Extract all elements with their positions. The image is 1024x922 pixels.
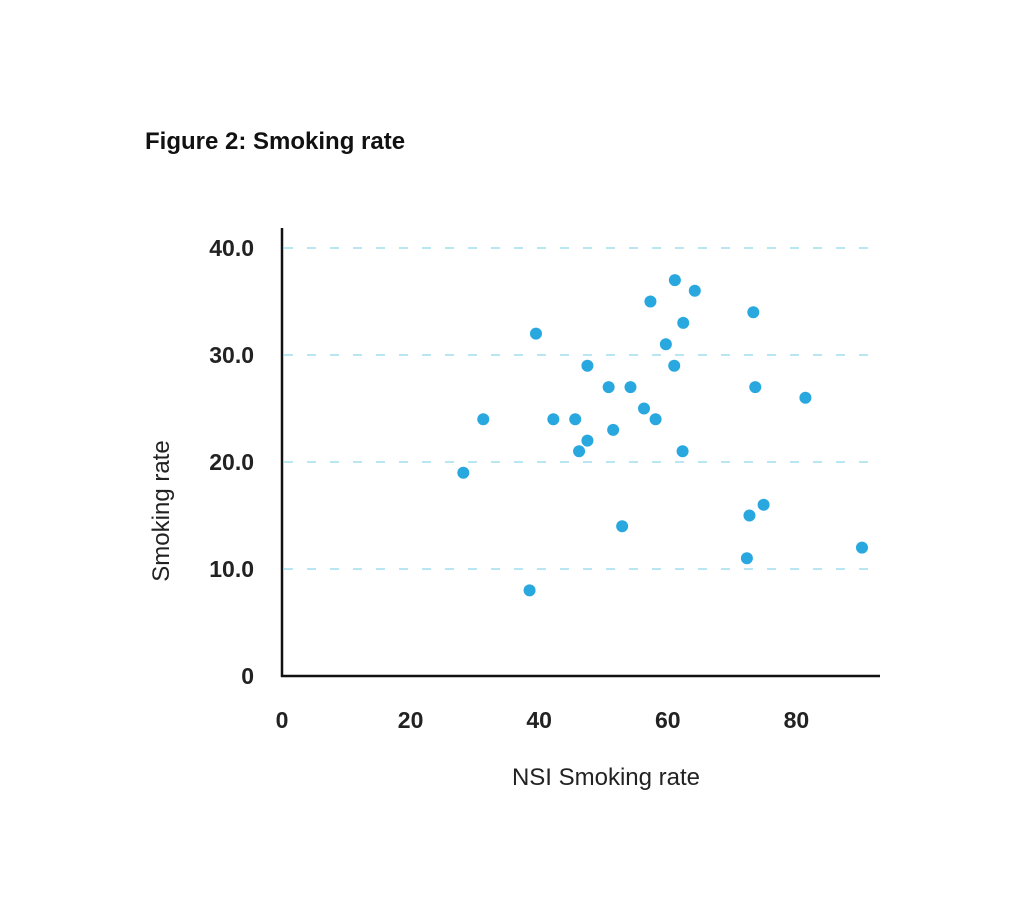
data-point (740, 552, 753, 565)
data-point (616, 520, 629, 533)
y-tick-label: 10.0 (209, 556, 254, 582)
data-point (677, 316, 690, 329)
data-points (457, 274, 868, 597)
data-point (581, 359, 594, 372)
data-point (547, 413, 560, 426)
y-tick-label: 0 (241, 663, 254, 689)
data-point (668, 359, 681, 372)
data-point (743, 509, 756, 522)
chart-title: Figure 2: Smoking rate (145, 128, 406, 155)
data-point (581, 434, 594, 447)
data-point (602, 381, 615, 394)
y-tick-label: 30.0 (209, 342, 254, 368)
y-tick-label: 40.0 (209, 235, 254, 261)
data-point (477, 413, 490, 426)
data-point (457, 466, 470, 479)
data-point (624, 381, 637, 394)
x-tick-label: 20 (398, 707, 424, 733)
x-axis-title: NSI Smoking rate (512, 764, 700, 791)
data-point (749, 381, 762, 394)
data-point (747, 306, 760, 319)
y-tick-label: 20.0 (209, 449, 254, 475)
data-point (649, 413, 662, 426)
data-point (799, 391, 812, 404)
x-tick-label: 0 (276, 707, 289, 733)
data-point (607, 423, 620, 436)
data-point (523, 584, 536, 597)
x-tick-labels: 0 20 40 60 80 (276, 707, 810, 733)
data-point (644, 295, 657, 308)
x-tick-label: 40 (526, 707, 552, 733)
y-tick-labels: 0 10.0 20.0 30.0 40.0 (209, 235, 254, 689)
data-point (573, 445, 586, 458)
data-point (529, 327, 542, 340)
gridlines (284, 247, 880, 570)
x-tick-label: 60 (655, 707, 681, 733)
data-point (659, 338, 672, 351)
data-point (688, 284, 701, 297)
data-point (638, 402, 651, 415)
data-point (757, 498, 770, 511)
axes (280, 228, 880, 678)
data-point (668, 274, 681, 287)
y-axis-title: Smoking rate (148, 440, 175, 581)
x-tick-label: 80 (784, 707, 810, 733)
data-point (676, 445, 689, 458)
data-point (569, 413, 582, 426)
data-point (855, 541, 868, 554)
